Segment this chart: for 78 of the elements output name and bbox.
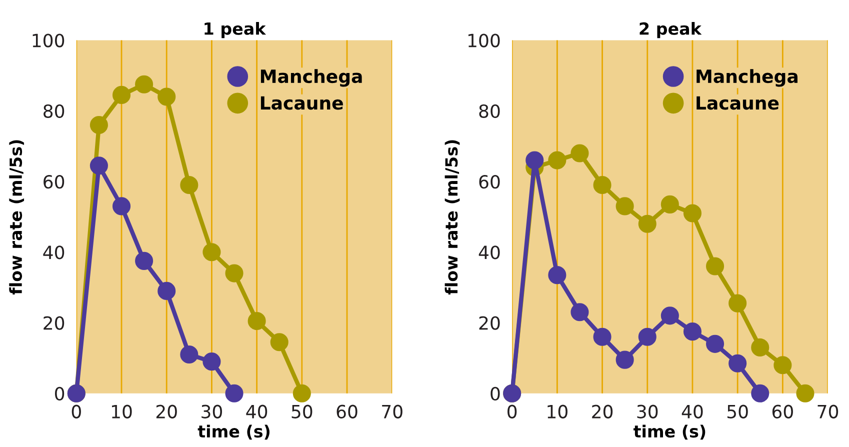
- y-axis-title: flow rate (ml/5s): [444, 140, 460, 295]
- y-tick-label: 60: [479, 174, 500, 189]
- point: [683, 322, 702, 341]
- x-tick-label: 30: [637, 404, 658, 418]
- x-axis-title: time (s): [198, 424, 270, 440]
- x-tick-label: 40: [246, 404, 268, 418]
- x-tick-label: 30: [202, 404, 222, 418]
- y-tick-label: 40: [478, 246, 500, 260]
- y-tick-label: 60: [44, 174, 64, 189]
- y-tick-label: 100: [468, 34, 500, 48]
- point: [774, 356, 792, 374]
- x-tick-label: 10: [112, 404, 132, 418]
- y-tick-label: 0: [490, 386, 500, 400]
- point: [660, 195, 679, 214]
- point: [570, 144, 589, 162]
- point: [112, 197, 131, 216]
- point: [570, 303, 589, 322]
- point: [180, 176, 198, 194]
- point: [158, 282, 176, 300]
- point: [225, 384, 244, 402]
- y-tick-label: 80: [479, 104, 500, 118]
- point: [751, 384, 770, 402]
- point: [548, 266, 566, 284]
- y-axis-title: flow rate (ml/5s): [9, 140, 24, 295]
- point: [225, 264, 244, 282]
- y-tick-label: 0: [55, 386, 64, 400]
- x-tick-label: 60: [336, 404, 358, 418]
- point: [616, 197, 634, 216]
- x-tick-label: 40: [682, 404, 703, 418]
- y-tick-label: 80: [44, 104, 64, 118]
- y-tick-label: 40: [43, 246, 64, 260]
- point: [270, 333, 288, 352]
- point: [616, 350, 634, 369]
- point: [706, 334, 724, 353]
- point: [638, 214, 656, 233]
- point: [135, 252, 154, 270]
- point: [90, 156, 108, 175]
- point: [751, 338, 770, 356]
- x-tick-label: 70: [818, 404, 838, 418]
- x-tick-label: 10: [548, 404, 568, 418]
- point: [112, 86, 131, 104]
- point: [660, 306, 679, 325]
- point: [248, 312, 266, 330]
- x-tick-label: 50: [727, 404, 748, 418]
- point: [638, 328, 656, 346]
- point: [202, 352, 221, 371]
- x-axis-title: time (s): [633, 424, 706, 440]
- point: [548, 151, 566, 170]
- x-tick-label: 0: [72, 404, 81, 418]
- point: [180, 345, 198, 364]
- point: [90, 116, 108, 134]
- x-tick-label: 60: [772, 404, 793, 418]
- point: [796, 384, 814, 402]
- point: [706, 257, 724, 276]
- point: [728, 354, 747, 372]
- point: [526, 151, 544, 170]
- x-tick-label: 20: [156, 404, 177, 418]
- chart-title: 1 peak: [204, 22, 266, 38]
- legend-label: Lacaune: [696, 96, 779, 110]
- y-tick-label: 20: [479, 316, 500, 330]
- chart-title: 2 peak: [640, 22, 702, 38]
- point: [593, 176, 612, 194]
- point: [158, 88, 176, 106]
- legend-label: Lacaune: [260, 96, 343, 110]
- x-tick-label: 20: [592, 404, 613, 418]
- legend-label: Manchega: [260, 69, 362, 87]
- x-tick-label: 50: [292, 404, 312, 418]
- point: [135, 75, 154, 94]
- y-tick-label: 100: [32, 34, 64, 48]
- x-tick-label: 70: [382, 404, 402, 418]
- point: [683, 204, 702, 222]
- y-tick-label: 20: [44, 316, 64, 330]
- legend-label: Manchega: [696, 69, 798, 87]
- x-tick-label: 0: [508, 404, 517, 418]
- point: [593, 328, 612, 346]
- point: [728, 294, 747, 312]
- point: [202, 243, 221, 262]
- point: [292, 384, 311, 402]
